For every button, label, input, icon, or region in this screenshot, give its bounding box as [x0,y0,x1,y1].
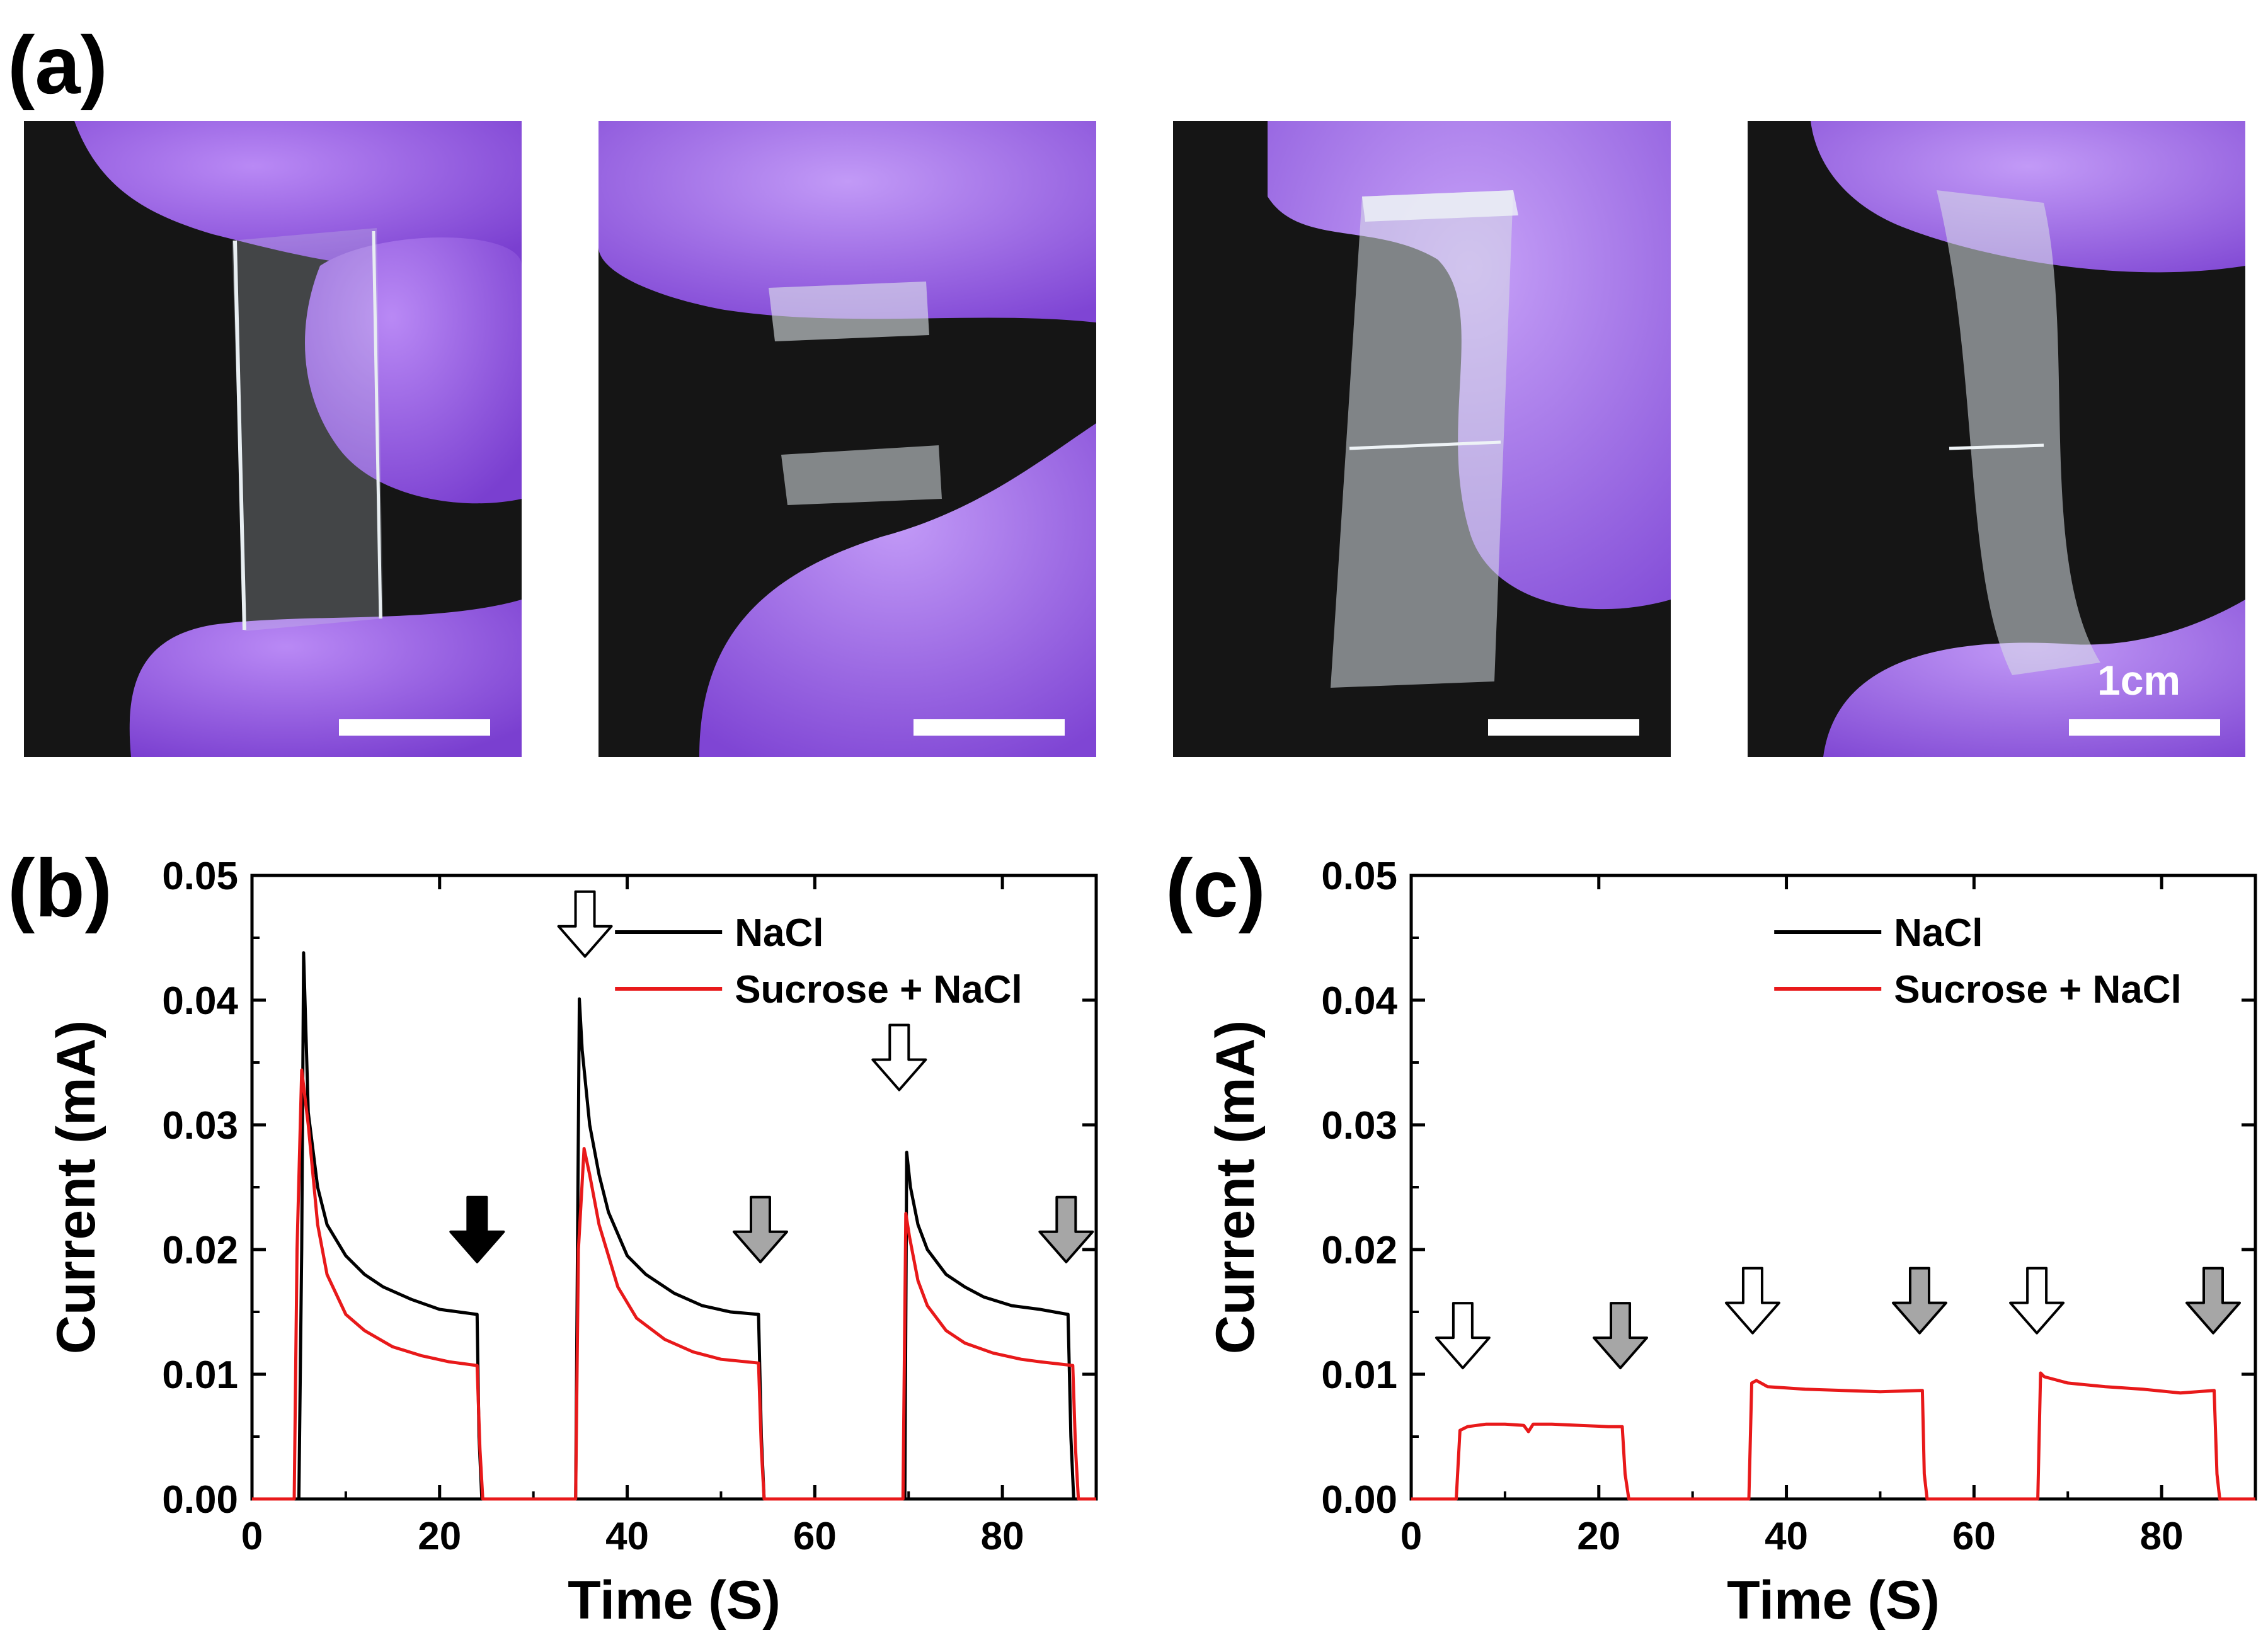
chart-b: 0 20 40 60 80 0.00 0.01 0.02 0.03 0.04 0.05 Time (S… [46,855,1098,1631]
x-axis-label: Time (S) [1727,1570,1940,1631]
arrow-marker [871,1023,927,1091]
x-tick-label: 80 [2140,1515,2184,1558]
x-tick-label: 60 [793,1515,837,1558]
x-tick-label: 20 [1577,1515,1620,1558]
scale-bar [1488,719,1639,736]
series-line-sucrose-nacl [1411,1371,2255,1501]
photo-2 [598,121,1096,757]
y-tick-label: 0.01 [162,1353,238,1397]
scale-bar [914,719,1065,736]
y-tick-label: 0.03 [1321,1104,1397,1148]
y-tick-label: 0.04 [162,979,238,1023]
y-tick-label: 0.04 [1321,979,1397,1023]
legend-label: NaCl [1894,911,1983,955]
x-tick-label: 40 [1765,1515,1808,1558]
x-tick-label: 60 [1952,1515,1996,1558]
arrow-marker [1593,1302,1649,1370]
chart-c: 0 20 40 60 80 0.00 0.01 0.02 0.03 0.04 0.05 Time (S… [1205,855,2257,1631]
photo-4: 1cm [1748,121,2245,757]
y-tick-label: 0.00 [162,1478,238,1522]
legend-label: Sucrose + NaCl [735,968,1022,1011]
scale-bar [2069,719,2220,736]
x-tick-label: 0 [1400,1515,1422,1558]
series-line-sucrose-nacl [252,1068,1096,1501]
y-tick-label: 0.05 [162,855,238,898]
arrow-marker [449,1195,505,1263]
arrow-marker [2185,1267,2241,1335]
y-tick-label: 0.03 [162,1104,238,1148]
scale-bar-label: 1cm [2097,657,2181,704]
y-axis-label: Current (mA) [46,1020,106,1354]
arrow-marker [1038,1195,1094,1263]
arrow-marker [1435,1302,1491,1370]
y-tick-label: 0.01 [1321,1353,1397,1397]
x-tick-label: 80 [981,1515,1024,1558]
photo-1 [24,121,522,757]
legend-label: Sucrose + NaCl [1894,968,2182,1011]
panel-label-b: (b) [8,842,112,934]
y-tick-label: 0.05 [1321,855,1397,898]
panel-label-a: (a) [8,19,108,111]
arrow-marker [1724,1267,1780,1335]
arrow-marker [557,890,613,958]
x-axis-label: Time (S) [568,1570,781,1631]
panel-label-c: (c) [1166,842,1266,934]
photo-3 [1173,121,1671,757]
arrow-marker [2009,1267,2065,1335]
y-tick-label: 0.02 [162,1229,238,1272]
y-axis-label: Current (mA) [1205,1020,1266,1354]
x-tick-label: 20 [418,1515,461,1558]
scale-bar [339,719,490,736]
series-line-nacl [252,951,1096,1501]
arrow-marker [732,1195,788,1263]
y-tick-label: 0.00 [1321,1478,1397,1522]
y-tick-label: 0.02 [1321,1229,1397,1272]
legend-label: NaCl [735,911,823,955]
x-tick-label: 40 [605,1515,649,1558]
arrow-marker [1891,1267,1947,1335]
x-tick-label: 0 [241,1515,263,1558]
